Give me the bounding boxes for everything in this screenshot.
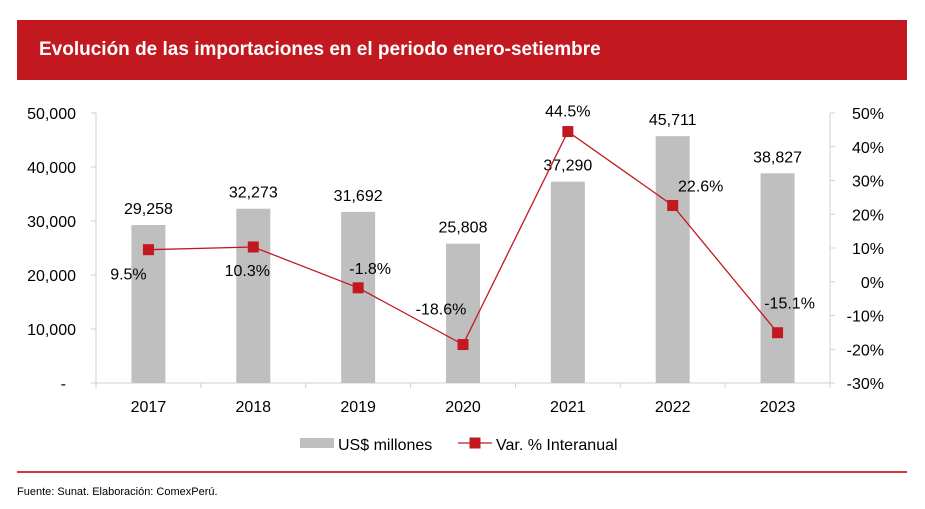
bar-2018 — [236, 208, 271, 383]
right-tick-label: 40% — [852, 140, 884, 157]
left-tick-label: 20,000 — [27, 268, 76, 285]
legend-swatch-bars — [300, 438, 334, 448]
legend-label-bars: US$ millones — [338, 437, 432, 454]
right-tick-label: 50% — [852, 106, 884, 123]
line-label-2018: 10.3% — [225, 263, 270, 280]
line-marker-2020 — [457, 339, 469, 351]
bar-label-2021: 37,290 — [543, 158, 592, 175]
right-tick-label: -10% — [847, 309, 884, 326]
right-tick-label: 10% — [852, 241, 884, 258]
x-tick-label: 2017 — [131, 399, 167, 416]
right-tick-label: 30% — [852, 174, 884, 191]
line-marker-2018 — [247, 241, 259, 253]
x-tick-label: 2023 — [760, 399, 796, 416]
bar-label-2017: 29,258 — [124, 201, 173, 218]
divider — [17, 471, 907, 473]
line-marker-2022 — [667, 199, 679, 211]
x-tick-label: 2019 — [340, 399, 376, 416]
x-tick-label: 2018 — [235, 399, 271, 416]
legend-swatch-marker — [469, 437, 481, 449]
left-tick-label: 50,000 — [27, 106, 76, 123]
bar-2022 — [655, 136, 690, 383]
bar-2020 — [446, 243, 480, 383]
line-label-2023: -15.1% — [764, 296, 815, 313]
bar-2023 — [760, 173, 795, 383]
left-tick-label: - — [61, 376, 66, 393]
right-tick-label: -20% — [847, 342, 884, 359]
x-tick-label: 2021 — [550, 399, 586, 416]
left-tick-label: 10,000 — [27, 322, 76, 339]
line-label-2020: -18.6% — [416, 302, 467, 319]
source-note: Fuente: Sunat. Elaboración: ComexPerú. — [17, 486, 218, 498]
line-label-2017: 9.5% — [110, 267, 146, 284]
right-tick-label: -30% — [847, 376, 884, 393]
bar-label-2019: 31,692 — [334, 188, 383, 205]
line-marker-2021 — [562, 126, 574, 138]
left-tick-label: 40,000 — [27, 160, 76, 177]
bar-2019 — [341, 211, 376, 383]
line-label-2019: -1.8% — [349, 261, 391, 278]
bar-label-2020: 25,808 — [439, 220, 488, 237]
line-marker-2017 — [142, 244, 154, 256]
bar-label-2023: 38,827 — [753, 149, 802, 166]
left-tick-label: 30,000 — [27, 214, 76, 231]
bar-2021 — [550, 181, 585, 383]
right-tick-label: 20% — [852, 207, 884, 224]
right-tick-label: 0% — [861, 275, 884, 292]
x-tick-label: 2020 — [445, 399, 481, 416]
title-bar: Evolución de las importaciones en el per… — [17, 20, 907, 80]
x-tick-label: 2022 — [655, 399, 691, 416]
bar-label-2022: 45,711 — [649, 112, 697, 129]
line-marker-2019 — [352, 282, 364, 294]
bar-label-2018: 32,273 — [229, 185, 278, 202]
legend-label-line: Var. % Interanual — [496, 437, 618, 454]
line-marker-2023 — [772, 327, 784, 339]
line-label-2022: 22.6% — [678, 178, 723, 195]
chart-title: Evolución de las importaciones en el per… — [39, 39, 601, 60]
line-label-2021: 44.5% — [545, 104, 590, 121]
